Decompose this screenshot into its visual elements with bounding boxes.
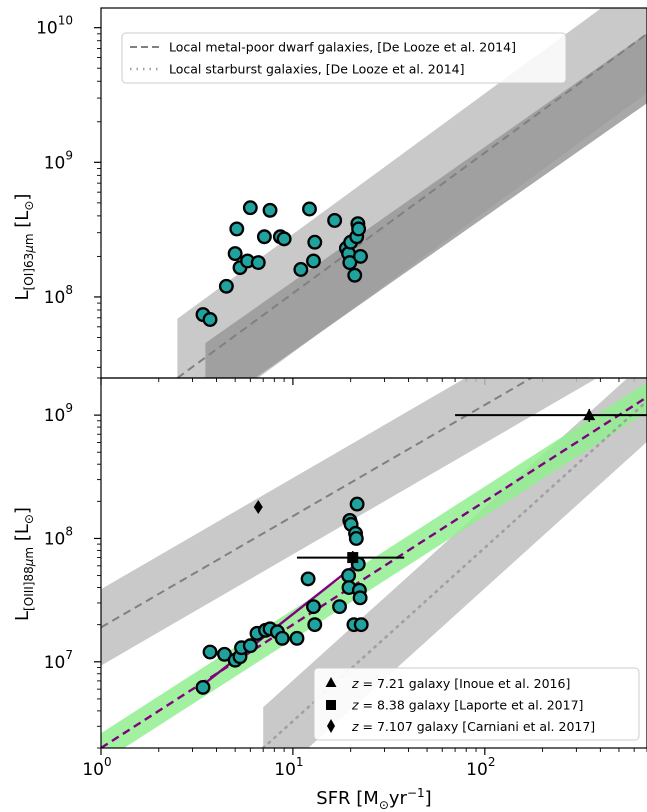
galaxy-point <box>351 221 367 237</box>
galaxy-point <box>307 234 323 250</box>
galaxy-point <box>242 200 258 216</box>
galaxy-point <box>218 278 234 294</box>
triangle-marker <box>583 408 596 421</box>
bottom-y-axis-label: L[OIII]88μm [L⊙] <box>12 507 36 621</box>
galaxy-point <box>195 679 211 695</box>
top-legend-box <box>121 32 567 84</box>
x-axis-label: SFR [M⊙yr−1] <box>316 786 431 812</box>
galaxy-point <box>274 630 290 646</box>
top-relation-lines <box>176 33 647 378</box>
legend-entry-inoue: z = 7.21 galaxy [Inoue et al. 2016] <box>351 676 570 691</box>
galaxy-point <box>353 248 368 264</box>
legend-entry-laporte: z = 8.38 galaxy [Laporte et al. 2017] <box>351 698 583 713</box>
top-relation-bands <box>177 8 647 378</box>
galaxy-point <box>293 262 309 277</box>
galaxy-point <box>347 267 363 283</box>
y-tick-label: 1010 <box>36 14 73 39</box>
bottom-data-points <box>195 496 369 695</box>
bottom-panel: 107 108 109 100 101 102 L[OIII]88μm [L⊙] SFR … <box>12 377 647 812</box>
galaxy-point <box>306 599 321 615</box>
galaxy-point <box>250 255 266 271</box>
legend-triangle-icon <box>325 677 337 687</box>
legend-entry-carniani: z = 7.107 galaxy [Carniani et al. 2017] <box>351 719 595 734</box>
x-tick-label: 100 <box>82 755 111 780</box>
galaxy-point <box>327 212 343 228</box>
relation-line-dashed <box>101 396 647 748</box>
diamond-marker <box>253 499 263 514</box>
galaxy-point <box>302 201 317 217</box>
galaxy-point <box>262 202 278 218</box>
galaxy-point <box>342 255 358 271</box>
galaxy-point <box>332 599 348 615</box>
galaxy-point <box>229 221 245 237</box>
top-panel: 108 109 1010 L[OI]63μm [L⊙] Local metal-po… <box>12 7 647 385</box>
bottom-legend-box <box>313 667 640 741</box>
galaxy-point <box>276 231 292 247</box>
bottom-ticks: 107 108 109 100 101 102 <box>44 377 647 780</box>
bottom-legend: z = 7.21 galaxy [Inoue et al. 2016] z = … <box>313 667 640 741</box>
legend-entry-starburst: Local starburst galaxies, [De Looze et a… <box>169 62 464 77</box>
legend-entry-dwarf: Local metal-poor dwarf galaxies, [De Loo… <box>169 40 516 55</box>
relation-band-1 <box>205 33 647 378</box>
legend-square-icon <box>326 700 336 710</box>
relation-line-dotted <box>204 66 647 378</box>
x-tick-label: 101 <box>274 755 303 780</box>
galaxy-point <box>300 571 316 587</box>
relation-line-dashed <box>101 378 534 629</box>
relation-line-solid <box>202 561 360 686</box>
galaxy-point <box>341 568 357 584</box>
top-data-points <box>195 200 368 327</box>
square-marker <box>347 552 359 564</box>
bottom-relation-lines <box>101 378 647 748</box>
galaxy-point <box>242 638 258 654</box>
galaxy-point <box>227 246 243 262</box>
y-tick-label: 107 <box>44 648 73 673</box>
y-tick-label: 109 <box>44 148 73 173</box>
galaxy-point <box>202 644 218 660</box>
y-tick-label: 109 <box>44 401 73 426</box>
galaxy-point <box>307 617 323 633</box>
y-tick-label: 108 <box>44 524 73 549</box>
galaxy-point <box>349 496 365 512</box>
galaxy-point <box>256 229 272 245</box>
galaxy-point <box>289 630 305 646</box>
bottom-high-z-galaxies <box>253 408 647 565</box>
galaxy-point <box>306 253 321 269</box>
top-y-axis-label: L[OI]63μm [L⊙] <box>12 194 36 301</box>
galaxy-point <box>202 312 218 327</box>
relation-line-dashed <box>176 33 647 378</box>
galaxy-point <box>348 531 364 546</box>
x-tick-label: 102 <box>466 755 495 780</box>
legend-diamond-icon <box>327 719 335 733</box>
galaxy-point <box>352 590 368 606</box>
galaxy-point <box>353 617 369 633</box>
bottom-axes-frame <box>100 377 647 749</box>
y-tick-label: 108 <box>44 283 73 308</box>
top-legend: Local metal-poor dwarf galaxies, [De Loo… <box>121 32 567 84</box>
